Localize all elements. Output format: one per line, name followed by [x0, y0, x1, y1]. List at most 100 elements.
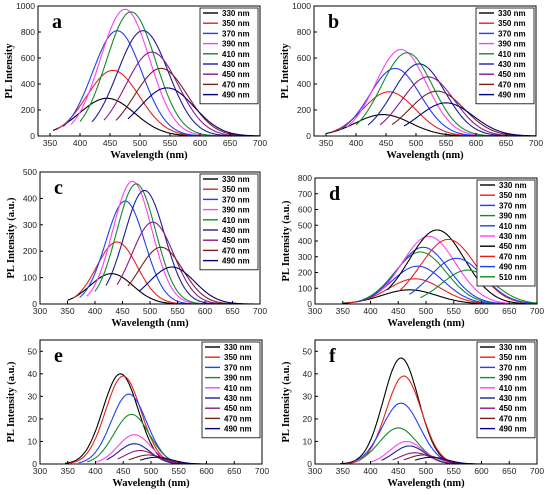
y-axis-label-c: PL Intensity (a.u.) — [6, 197, 17, 279]
x-tick-label-f-2: 400 — [363, 466, 377, 476]
legend-label-c-2: 370 nm — [222, 195, 250, 204]
y-tick-label-a-5: 1000 — [16, 1, 35, 11]
y-tick-label-e-2: 20 — [28, 414, 38, 424]
legend-box-f — [476, 341, 536, 439]
x-tick-label-e-3: 450 — [116, 466, 130, 476]
legend-label-b-7: 470 nm — [498, 80, 526, 89]
legend-label-f-0: 330 nm — [499, 343, 527, 352]
series-line-d-5 — [378, 235, 537, 305]
x-tick-label-e-0: 300 — [33, 466, 47, 476]
x-tick-label-c-5: 550 — [170, 306, 184, 316]
x-tick-label-c-6: 600 — [198, 306, 212, 316]
x-tick-label-b-5: 600 — [469, 138, 483, 148]
legend-label-a-3: 390 nm — [222, 40, 250, 49]
panel-letter-a: a — [52, 11, 62, 33]
series-line-d-6 — [386, 229, 537, 305]
legend-label-b-8: 490 nm — [498, 91, 526, 100]
x-axis-label-d: Wavelength (nm) — [387, 318, 465, 329]
legend-label-f-6: 450 nm — [499, 404, 527, 413]
panel-letter-f: f — [329, 345, 336, 367]
panel-letter-b: b — [328, 11, 339, 33]
legend-label-d-7: 470 nm — [499, 252, 527, 261]
legend-label-b-0: 330 nm — [498, 9, 526, 18]
legend-label-c-5: 430 nm — [222, 226, 250, 235]
legend-label-d-4: 410 nm — [499, 222, 527, 231]
legend-label-b-3: 390 nm — [498, 40, 526, 49]
y-tick-label-b-4: 800 — [297, 27, 311, 37]
y-tick-label-c-4: 400 — [23, 193, 37, 203]
x-tick-label-a-4: 550 — [163, 138, 177, 148]
legend-label-a-8: 490 nm — [222, 91, 250, 100]
y-tick-label-e-1: 10 — [28, 436, 38, 446]
x-tick-label-e-8: 700 — [255, 466, 269, 476]
x-axis-label-f: Wavelength (nm) — [387, 478, 465, 489]
x-tick-label-f-4: 500 — [419, 466, 433, 476]
legend-label-a-6: 450 nm — [222, 70, 250, 79]
legend-label-d-8: 490 nm — [499, 263, 527, 272]
x-tick-label-e-7: 650 — [227, 466, 241, 476]
legend-box-d — [476, 179, 536, 287]
y-tick-label-d-6: 600 — [298, 205, 312, 215]
x-tick-label-f-5: 550 — [447, 466, 461, 476]
series-line-a-8 — [127, 87, 261, 137]
legend-label-a-2: 370 nm — [222, 29, 250, 38]
series-line-f-4 — [370, 440, 537, 465]
legend-label-e-3: 390 nm — [224, 374, 252, 383]
legend-label-d-6: 450 nm — [499, 242, 527, 251]
x-tick-label-d-3: 450 — [391, 306, 405, 316]
y-tick-label-d-5: 500 — [298, 220, 312, 230]
legend-label-c-8: 490 nm — [222, 257, 250, 266]
x-tick-label-e-1: 350 — [61, 466, 75, 476]
x-tick-label-e-6: 600 — [199, 466, 213, 476]
x-tick-label-a-3: 500 — [133, 138, 147, 148]
y-tick-label-f-0: 0 — [307, 459, 312, 469]
legend-label-e-5: 430 nm — [224, 394, 252, 403]
y-tick-label-b-5: 1000 — [292, 1, 311, 11]
x-tick-label-a-2: 450 — [103, 138, 117, 148]
x-tick-label-b-7: 700 — [529, 138, 543, 148]
x-tick-label-f-6: 600 — [474, 466, 488, 476]
x-tick-label-b-4: 550 — [439, 138, 453, 148]
x-tick-label-b-6: 650 — [499, 138, 513, 148]
y-tick-label-e-3: 30 — [28, 391, 38, 401]
legend-label-c-1: 350 nm — [222, 185, 250, 194]
series-line-b-7 — [391, 90, 536, 137]
x-tick-label-d-7: 650 — [502, 306, 516, 316]
y-axis-label-a: PL Intensity — [4, 43, 15, 99]
x-tick-label-f-7: 650 — [502, 466, 516, 476]
panel-letter-e: e — [54, 345, 63, 367]
series-line-a-6 — [103, 51, 260, 137]
x-tick-label-f-3: 450 — [391, 466, 405, 476]
y-tick-label-c-5: 500 — [23, 167, 37, 177]
legend-label-a-5: 430 nm — [222, 60, 250, 69]
panel-c: 300 350 400 450 500 550 600 650 700 0 100 200 300 400… — [6, 167, 267, 329]
x-tick-label-d-1: 350 — [336, 306, 350, 316]
legend-label-b-1: 350 nm — [498, 19, 526, 28]
legend-label-e-2: 370 nm — [224, 363, 252, 372]
x-tick-label-f-0: 300 — [308, 466, 322, 476]
y-axis-label-f: PL Intensity (a.u.) — [281, 361, 292, 443]
panel-d: 300 350 400 450 500 550 600 650 700 0 100 200 300 400… — [281, 173, 544, 329]
x-tick-label-c-1: 350 — [60, 306, 74, 316]
y-axis-label-d: PL Intensity (a.u.) — [281, 200, 292, 282]
x-tick-label-c-8: 700 — [253, 306, 267, 316]
legend-box-c — [199, 173, 259, 271]
series-line-f-6 — [392, 452, 537, 465]
legend-label-e-6: 450 nm — [224, 404, 252, 413]
legend-label-d-3: 390 nm — [499, 212, 527, 221]
legend-box-a — [199, 7, 259, 105]
y-tick-label-f-5: 50 — [303, 346, 313, 356]
y-tick-label-d-8: 800 — [298, 173, 312, 183]
plot-frame-b — [313, 5, 537, 137]
x-tick-label-e-2: 400 — [88, 466, 102, 476]
legend-label-f-8: 490 nm — [499, 425, 527, 434]
x-tick-label-b-0: 350 — [319, 138, 333, 148]
x-axis-label-a: Wavelength (nm) — [110, 150, 188, 161]
x-tick-label-d-0: 300 — [308, 306, 322, 316]
legend-label-b-2: 370 nm — [498, 29, 526, 38]
legend-label-e-7: 470 nm — [224, 414, 252, 423]
y-tick-label-d-4: 400 — [298, 236, 312, 246]
series-line-d-7 — [397, 238, 538, 305]
legend-label-c-7: 470 nm — [222, 246, 250, 255]
x-tick-label-c-0: 300 — [33, 306, 47, 316]
